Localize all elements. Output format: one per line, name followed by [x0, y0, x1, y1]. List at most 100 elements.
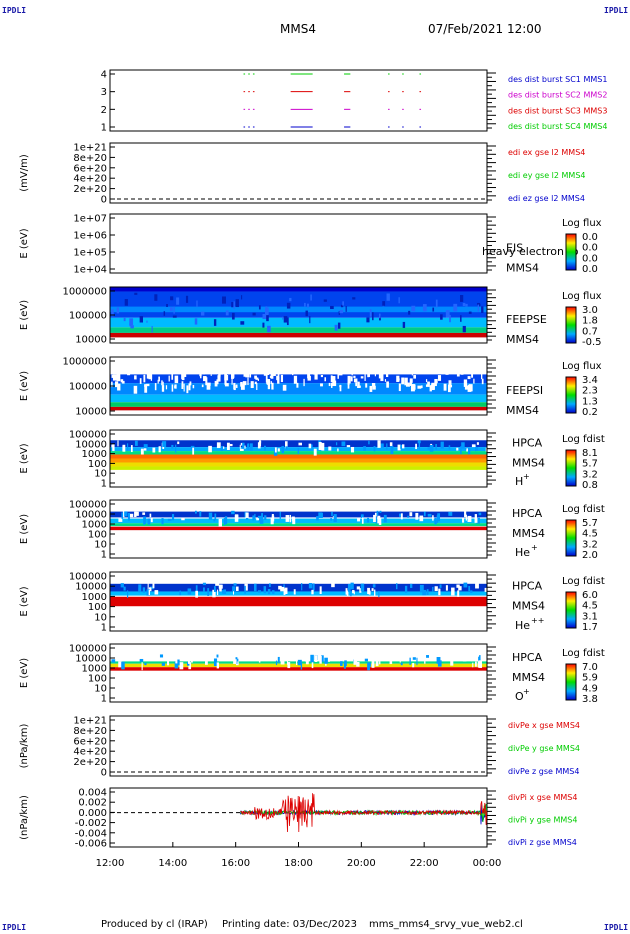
p4-speckle	[289, 297, 292, 302]
p10-legend-2: divPe z gse MMS4	[508, 767, 579, 776]
p8-band-1	[110, 591, 487, 596]
p4-speckle	[366, 317, 370, 323]
p4-speckle	[334, 324, 338, 331]
p5-speckle	[369, 385, 373, 392]
p7-speckle	[360, 514, 364, 518]
p6-ytick-label: 1000	[82, 449, 107, 460]
p8-speckle	[426, 589, 429, 595]
p5-band-3	[110, 402, 487, 407]
p5-colorbar-tick: 2.3	[582, 386, 598, 397]
p4-band-5	[110, 332, 487, 338]
p9-speckle	[324, 657, 328, 664]
p6-speckle	[242, 442, 245, 449]
p2-legend-2: edi ez gse l2 MMS4	[508, 194, 585, 203]
p4-speckle	[166, 303, 168, 307]
p11-ytick-label: -0.006	[75, 839, 107, 850]
p5-speckle	[385, 371, 389, 378]
p4-speckle	[477, 302, 481, 306]
p7-colorbar-tick: 2.0	[582, 550, 598, 561]
p6-colorbar	[565, 449, 577, 487]
p6-speckle	[134, 440, 138, 446]
p4-speckle	[386, 293, 390, 301]
x-tick-label: 22:00	[410, 858, 439, 869]
p5-speckle	[434, 379, 437, 387]
p3-colorbar-tick: 0.0	[582, 253, 598, 264]
footer-filename: mms_mms4_srvy_vue_web2.cl	[369, 919, 523, 930]
p8-speckle	[301, 583, 303, 591]
p6-speckle	[350, 446, 355, 453]
p5-speckle	[413, 368, 417, 371]
p8-speckle	[331, 583, 335, 588]
p4-speckle	[432, 307, 435, 312]
corner-label-bottom-right: IPDLI	[604, 923, 629, 932]
p8-speckle	[470, 590, 473, 594]
p7-ytick-label: 1	[101, 550, 107, 561]
p5-band-1	[110, 383, 487, 395]
p7-speckle	[142, 512, 146, 515]
p4-band-0	[110, 287, 487, 292]
p5-speckle	[309, 369, 314, 373]
p6-speckle	[471, 444, 476, 448]
p5-speckle	[143, 374, 146, 383]
p5-speckle	[347, 382, 350, 385]
p9-speckle	[436, 657, 441, 664]
p7-speckle	[427, 513, 432, 517]
p9-speckle	[412, 657, 416, 660]
p5-speckle	[256, 383, 258, 390]
p4-speckle	[116, 307, 119, 314]
p8-speckle	[468, 585, 471, 592]
p8-ytick-label: 100	[88, 602, 107, 613]
p8-speckle	[253, 583, 257, 592]
p9-speckle	[161, 662, 165, 666]
p5-speckle	[240, 382, 243, 387]
p6-colorbar-tick: 3.2	[582, 469, 598, 480]
p5-speckle	[257, 378, 259, 381]
p8-speckle	[463, 582, 468, 588]
p6-speckle	[229, 443, 233, 447]
p8-speckle	[371, 588, 374, 592]
p2-legend-1: edi ey gse l2 MMS4	[508, 171, 586, 180]
p10-legend-1: divPe y gse MMS4	[508, 744, 580, 753]
p9-colorbar-tick: 3.8	[582, 694, 598, 705]
p8-speckle	[215, 583, 220, 586]
p8-speckle	[438, 588, 441, 596]
p8-speckle	[280, 586, 285, 592]
p11-ylabel: (nPa/km)	[19, 795, 30, 840]
p5-speckle	[353, 375, 356, 378]
p9-speckle	[176, 659, 180, 666]
p6-speckle	[427, 447, 431, 450]
p8-speckle	[458, 586, 462, 591]
p4-speckle	[338, 311, 341, 315]
p8-ytick-label: 10000	[75, 582, 107, 593]
p9-speckle	[426, 655, 429, 658]
p5-speckle	[199, 371, 202, 377]
p5-speckle	[158, 376, 160, 382]
p5-speckle	[266, 379, 271, 385]
p7-instrument: HPCA	[512, 507, 543, 520]
p5-speckle	[275, 368, 280, 373]
p5-speckle	[130, 368, 134, 374]
p9-speckle	[167, 660, 170, 666]
p7-speckle	[419, 515, 424, 522]
p5-band-4	[110, 406, 487, 411]
p4-speckle	[146, 320, 148, 323]
p5-speckle	[111, 381, 113, 388]
p8-speckle	[203, 587, 205, 593]
p6-speckle	[328, 446, 332, 451]
p5-speckle	[144, 384, 148, 393]
p9-speckle	[399, 654, 401, 663]
p6-speckle	[476, 442, 479, 445]
p5-speckle	[405, 382, 410, 387]
p4-speckle	[402, 321, 406, 328]
p1-legend-1: des dist burst SC2 MMS2	[508, 91, 607, 100]
p9-speckle	[115, 655, 118, 659]
p5-speckle	[413, 375, 416, 379]
p4-speckle	[481, 306, 484, 313]
p5-speckle	[456, 370, 460, 377]
p5-speckle	[192, 384, 195, 389]
p9-speckle	[479, 655, 481, 663]
p5-speckle	[381, 365, 386, 373]
p5-speckle	[314, 372, 318, 380]
p4-speckle	[345, 306, 347, 312]
